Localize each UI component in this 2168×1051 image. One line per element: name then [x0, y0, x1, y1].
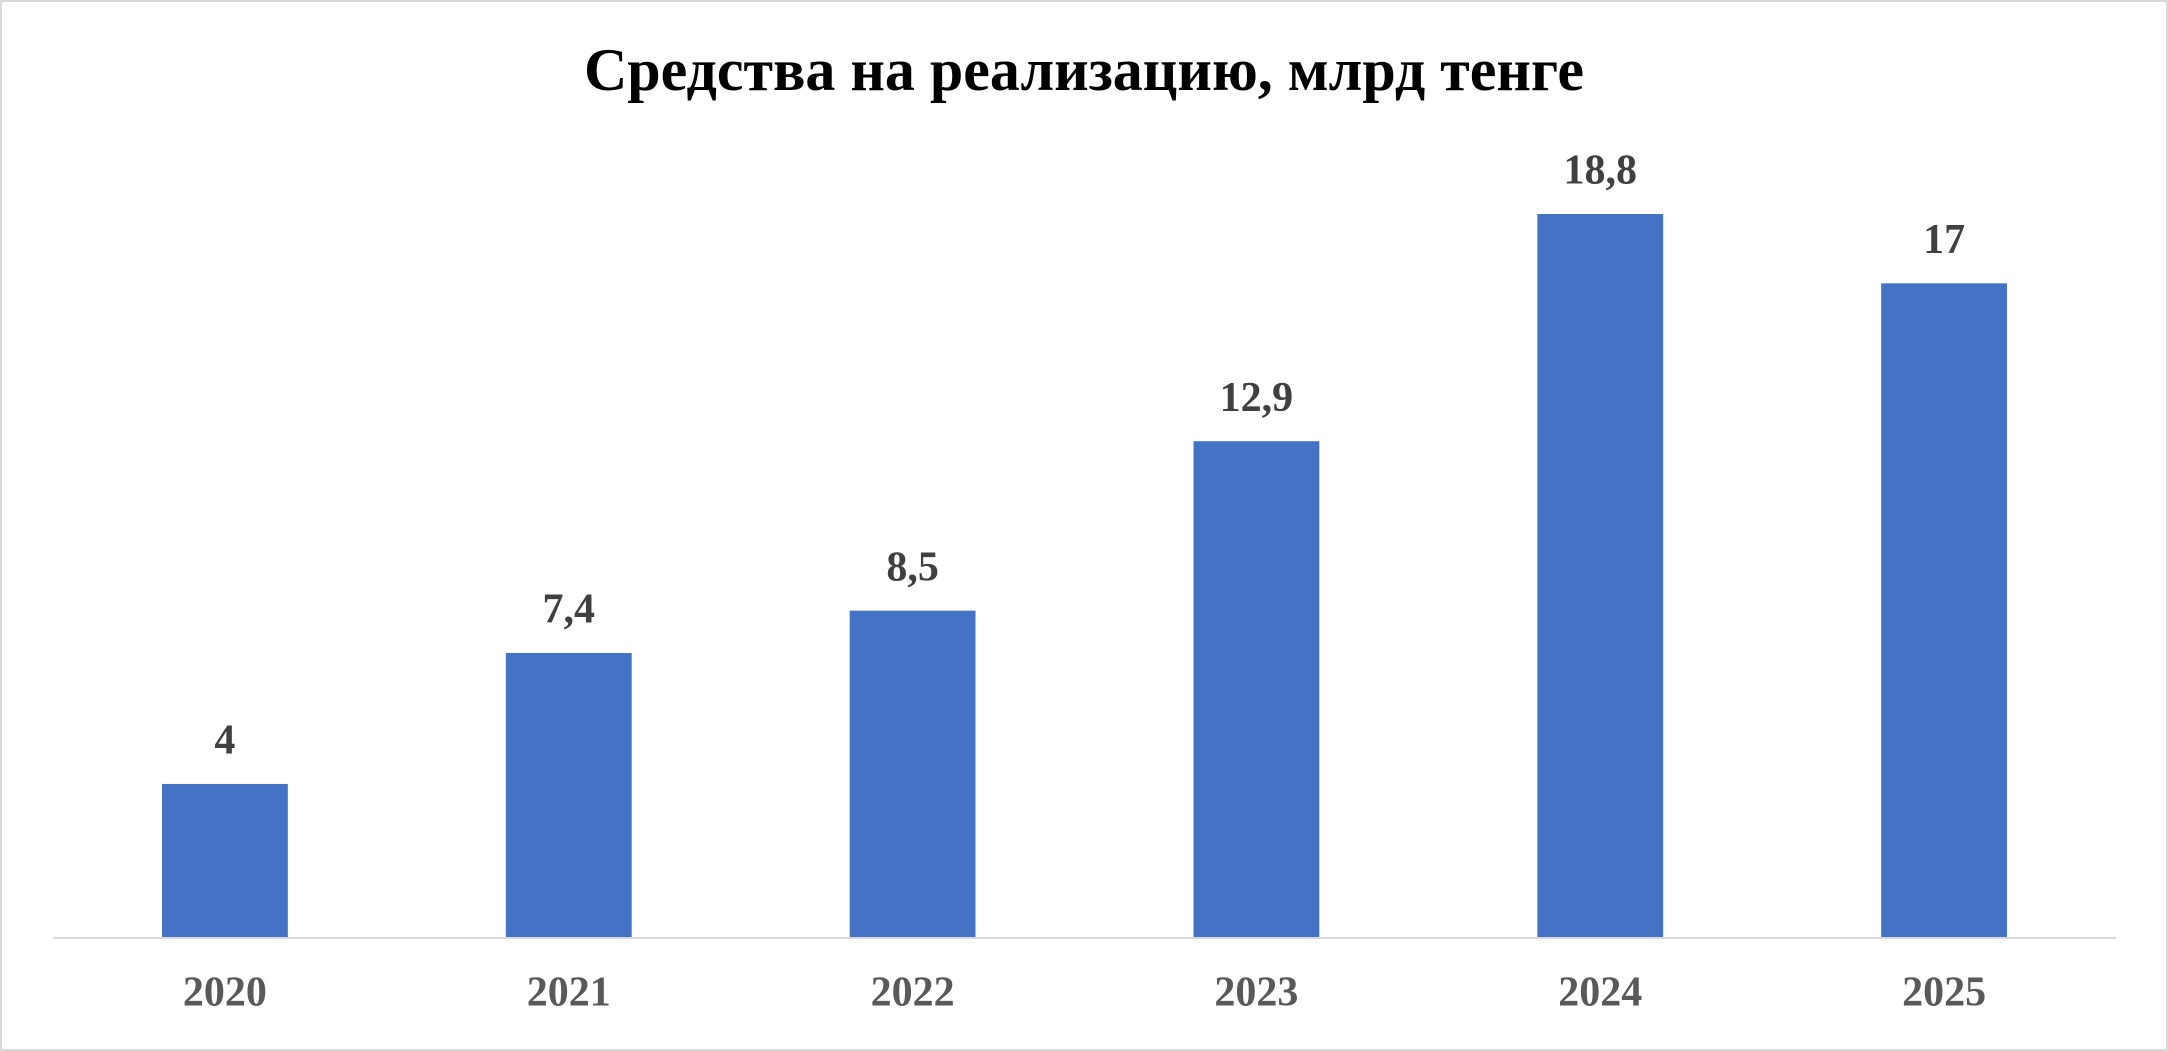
data-label: 7,4 [543, 587, 596, 633]
data-label: 12,9 [1220, 375, 1294, 421]
x-tick-label: 2023 [1214, 970, 1298, 1016]
x-tick-label: 2022 [871, 970, 955, 1016]
x-tick-label: 2025 [1902, 970, 1986, 1016]
bar [161, 783, 288, 938]
data-label: 8,5 [886, 544, 939, 590]
x-tick-label: 2020 [183, 970, 267, 1016]
bar [1193, 441, 1320, 938]
bar [505, 653, 632, 938]
bar [849, 610, 976, 938]
x-tick-label: 2024 [1558, 970, 1642, 1016]
x-tick-label: 2021 [527, 970, 611, 1016]
chart-title: Средства на реализацию, млрд тенге [584, 37, 1584, 103]
bar [1537, 214, 1664, 938]
data-label: 4 [214, 718, 235, 764]
bar [1881, 283, 2008, 938]
data-label: 17 [1923, 217, 1965, 263]
data-label: 18,8 [1564, 148, 1638, 194]
